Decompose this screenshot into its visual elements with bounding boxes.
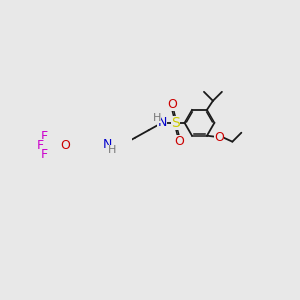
Text: F: F <box>41 130 48 143</box>
Text: S: S <box>171 116 180 130</box>
Text: O: O <box>61 139 70 152</box>
Text: O: O <box>174 134 184 148</box>
Text: N: N <box>158 116 167 129</box>
Text: H: H <box>108 145 117 154</box>
Text: F: F <box>41 148 48 161</box>
Text: N: N <box>103 138 112 152</box>
Text: H: H <box>153 113 161 123</box>
Text: F: F <box>37 139 44 152</box>
Text: O: O <box>167 98 177 111</box>
Text: O: O <box>214 131 224 144</box>
